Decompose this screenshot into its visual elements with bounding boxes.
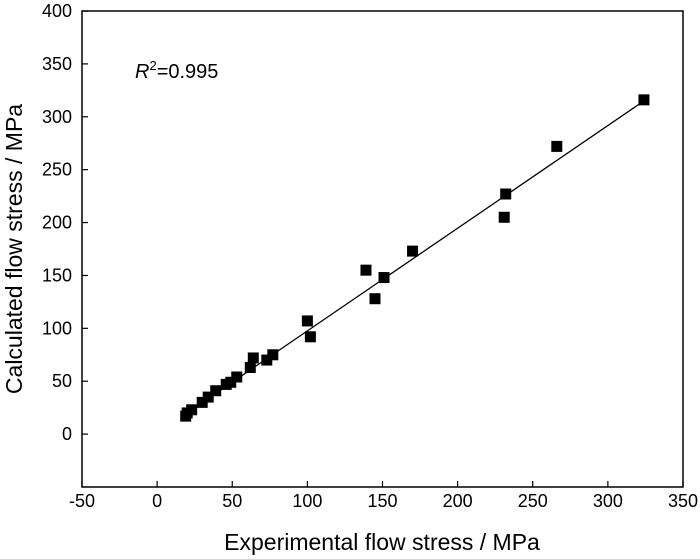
data-points [180,94,650,422]
x-tick-label: 250 [518,491,548,511]
data-point [247,352,259,364]
data-point [210,385,222,397]
fit-line-group [183,100,645,416]
y-tick-label: 150 [42,265,72,285]
data-point [498,211,510,223]
x-tick-label: 100 [292,491,322,511]
data-point [407,245,419,257]
data-point [231,371,243,383]
data-point [267,349,279,361]
y-tick-label: 300 [42,107,72,127]
y-tick-label: 100 [42,318,72,338]
data-point [369,293,381,305]
data-point [304,331,316,343]
y-tick-label: 50 [52,371,72,391]
data-point [244,361,256,373]
x-tick-label: 200 [443,491,473,511]
data-point [500,188,512,200]
data-point [360,264,372,276]
y-tick-label: 200 [42,213,72,233]
data-point [186,404,198,416]
x-tick-label: 300 [593,491,623,511]
x-tick-label: -50 [69,491,95,511]
r-squared-annotation: R2=0.995 [135,58,218,83]
x-tick-label: 50 [222,491,242,511]
x-tick-label: 150 [367,491,397,511]
x-axis-title: Experimental flow stress / MPa [224,529,540,555]
y-tick-label: 400 [42,1,72,21]
y-tick-label: 0 [62,424,72,444]
fit-line [183,100,645,416]
data-point [261,354,273,366]
data-point [551,140,563,152]
y-axis-title: Calculated flow stress / MPa [1,104,27,394]
data-point [301,315,313,327]
y-tick-label: 250 [42,160,72,180]
axis-ticks: -50 0 50 100 150 200 250 300 350 0 50 100 150 200 250 3… [42,1,698,511]
data-point [225,376,237,388]
data-point [196,396,208,408]
x-tick-label: 0 [152,491,162,511]
data-point [638,94,650,106]
y-tick-label: 350 [42,54,72,74]
data-point [378,272,390,284]
x-tick-label: 350 [668,491,698,511]
data-point [202,391,214,403]
